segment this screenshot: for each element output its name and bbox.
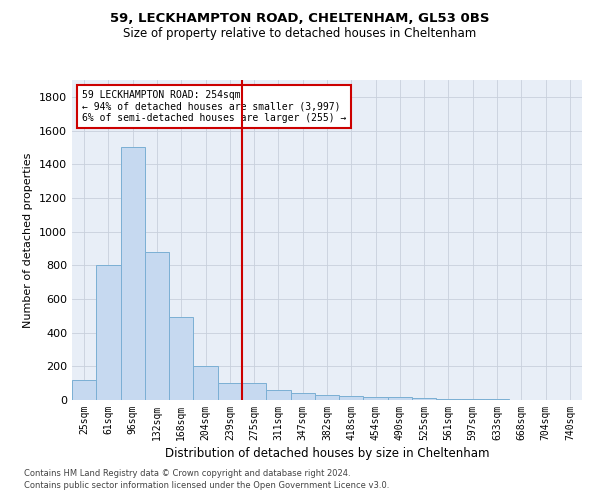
Bar [193,366,218,400]
Bar [339,396,364,400]
Bar [315,395,339,400]
Bar [290,394,315,400]
Bar [218,383,242,400]
Text: Contains HM Land Registry data © Crown copyright and database right 2024.: Contains HM Land Registry data © Crown c… [24,468,350,477]
Text: Contains public sector information licensed under the Open Government Licence v3: Contains public sector information licen… [24,481,389,490]
Bar [145,252,169,400]
Text: Size of property relative to detached houses in Cheltenham: Size of property relative to detached ho… [124,28,476,40]
Bar [461,399,485,400]
Bar [412,398,436,400]
X-axis label: Distribution of detached houses by size in Cheltenham: Distribution of detached houses by size … [165,447,489,460]
Bar [364,396,388,400]
Text: 59, LECKHAMPTON ROAD, CHELTENHAM, GL53 0BS: 59, LECKHAMPTON ROAD, CHELTENHAM, GL53 0… [110,12,490,26]
Bar [388,398,412,400]
Bar [242,383,266,400]
Bar [121,148,145,400]
Bar [169,318,193,400]
Bar [96,266,121,400]
Text: 59 LECKHAMPTON ROAD: 254sqm
← 94% of detached houses are smaller (3,997)
6% of s: 59 LECKHAMPTON ROAD: 254sqm ← 94% of det… [82,90,347,123]
Bar [436,398,461,400]
Y-axis label: Number of detached properties: Number of detached properties [23,152,34,328]
Bar [266,390,290,400]
Bar [72,380,96,400]
